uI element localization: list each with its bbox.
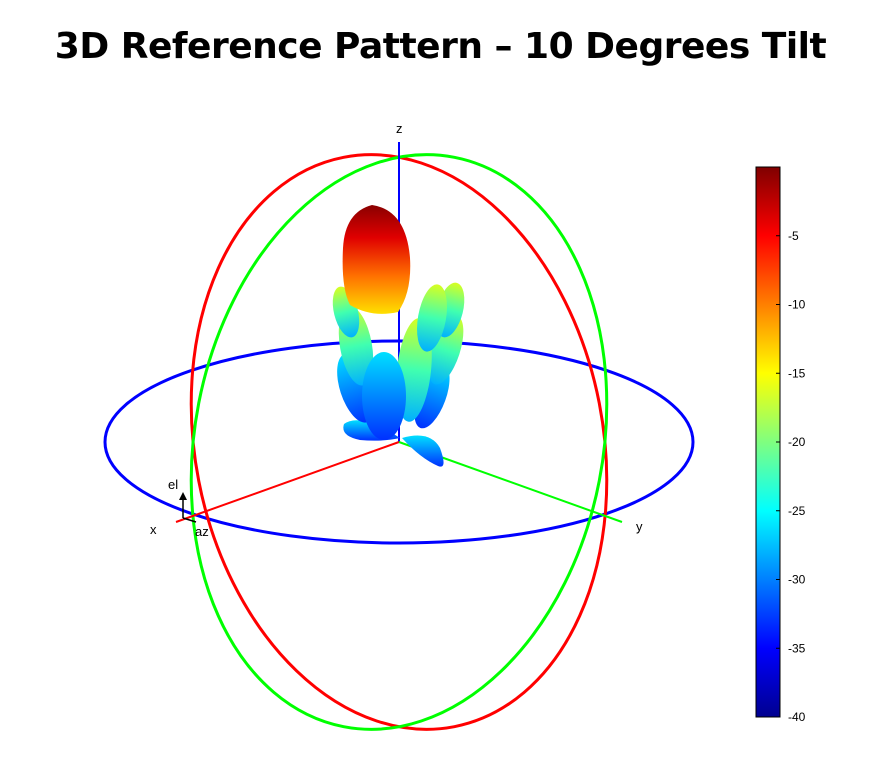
chart-title: 3D Reference Pattern – 10 Degrees Tilt xyxy=(54,26,827,67)
y-axis-label: y xyxy=(636,519,643,534)
lobe-low-right xyxy=(402,435,444,467)
yz-plane-circle xyxy=(189,153,609,731)
x-axis xyxy=(175,441,400,523)
el-label: el xyxy=(168,477,178,492)
az-label: az xyxy=(195,524,209,539)
colorbar-tick-label: -25 xyxy=(788,504,806,518)
colorbar-tick-label: -15 xyxy=(788,366,806,380)
lobe-stem xyxy=(362,352,406,440)
colorbar: -5 -10 -15 -20 -25 -30 -35 -40 xyxy=(755,166,806,724)
main-lobe xyxy=(342,205,411,314)
lobe-3-right xyxy=(428,315,464,385)
el-az-indicator: el az xyxy=(168,477,209,539)
x-axis-label: x xyxy=(150,522,157,537)
colorbar-tick-label: -35 xyxy=(788,641,806,655)
lobe-2-mid xyxy=(417,284,447,352)
pattern-lobes xyxy=(332,205,465,467)
colorbar-tick-label: -10 xyxy=(788,298,806,312)
z-axis-label: z xyxy=(396,121,403,136)
colorbar-tick-label: -40 xyxy=(788,710,806,724)
colorbar-tick-label: -20 xyxy=(788,435,806,449)
xz-plane-circle xyxy=(189,153,609,731)
colorbar-tick-label: -30 xyxy=(788,573,806,587)
colorbar-tick-label: -5 xyxy=(788,229,799,243)
